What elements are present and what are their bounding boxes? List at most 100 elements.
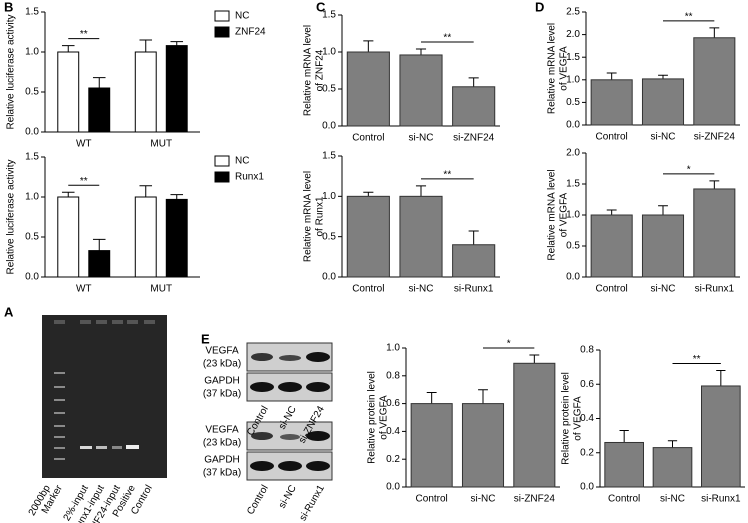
x-tick-label: Control [608, 494, 640, 505]
significance-label: ** [80, 176, 88, 187]
error-bar [658, 74, 668, 79]
y-tick-label: 0.5 [322, 84, 336, 95]
significance-label: ** [693, 354, 701, 365]
y-tick-label: 0.6 [580, 379, 594, 390]
y-axis-label: of Runx1 [315, 196, 326, 236]
x-tick-label: MUT [150, 284, 172, 295]
y-tick-label: 1.5 [25, 7, 39, 18]
y-tick-label: 0.0 [25, 272, 39, 283]
y-tick-label: 1.5 [322, 151, 336, 162]
y-tick-label: 0.8 [386, 370, 400, 381]
bar [165, 198, 188, 278]
legend-swatch [214, 155, 230, 167]
y-tick-label: 1.5 [25, 152, 39, 163]
x-tick-label: si-NC [409, 284, 434, 295]
y-tick-label: 0.0 [580, 482, 594, 493]
error-bar [709, 27, 720, 38]
error-bar [363, 191, 374, 197]
bar [57, 51, 80, 133]
y-tick-label: 0.0 [322, 121, 336, 132]
y-axis-label: of VEGFA [559, 192, 570, 237]
y-tick-label: 0.4 [386, 426, 400, 437]
bar [410, 403, 453, 488]
blot-lane-label: si-Runx1 [298, 483, 327, 523]
bar [590, 214, 633, 278]
bar [693, 37, 736, 126]
y-tick-label: 1.5 [322, 10, 336, 21]
legend-label: NC [235, 156, 249, 167]
y-tick-label: 1.0 [566, 210, 580, 221]
error-bar [415, 48, 427, 55]
bar [604, 441, 644, 488]
bar [590, 79, 633, 126]
error-bar [606, 209, 617, 215]
bar [461, 403, 505, 488]
y-axis-label: Relative mRNA level [303, 25, 314, 116]
y-axis-label: Relative protein level [561, 372, 572, 465]
y-tick-label: 0.5 [25, 232, 39, 243]
x-tick-label: Control [596, 284, 628, 295]
error-bar [170, 41, 184, 46]
legend-label: NC [235, 11, 249, 22]
y-tick-label: 0.6 [386, 398, 400, 409]
y-tick-label: 0.2 [386, 454, 400, 465]
y-tick-label: 0.2 [580, 447, 594, 458]
y-tick-label: 0.5 [322, 231, 336, 242]
bar [88, 250, 111, 278]
legend-swatch [214, 10, 230, 22]
y-axis-label: of ZNF24 [315, 49, 326, 91]
x-tick-label: si-Runx1 [454, 284, 494, 295]
error-bar [92, 238, 106, 251]
significance-label: * [687, 165, 691, 176]
y-tick-label: 1.0 [25, 47, 39, 58]
x-tick-label: WT [76, 284, 92, 295]
x-tick-label: si-Runx1 [701, 494, 741, 505]
bar [641, 78, 685, 126]
y-tick-label: 1.0 [566, 74, 580, 85]
blot-band-name: GAPDH [204, 376, 240, 387]
bar [452, 86, 496, 127]
error-bar [619, 429, 629, 443]
significance-label: ** [685, 11, 693, 22]
legend-swatch [214, 26, 230, 38]
significance-label: ** [443, 169, 451, 180]
x-tick-label: si-NC [471, 494, 496, 505]
x-tick-label: si-ZNF24 [694, 132, 736, 143]
error-bar [606, 72, 617, 80]
bar [693, 188, 736, 278]
y-tick-label: 0.0 [386, 482, 400, 493]
bar [134, 196, 157, 278]
bar [452, 244, 496, 278]
gel-wells [54, 320, 155, 324]
error-bar [363, 40, 374, 52]
y-tick-label: 1.0 [25, 192, 39, 203]
x-tick-label: si-ZNF24 [453, 133, 495, 144]
error-bar [170, 194, 184, 200]
bar [346, 195, 390, 278]
x-tick-label: si-NC [660, 494, 685, 505]
x-tick-label: Control [416, 494, 448, 505]
error-bar [667, 440, 678, 448]
x-tick-label: si-NC [651, 132, 676, 143]
y-axis-label: Relative mRNA level [547, 169, 558, 260]
bar [513, 362, 556, 488]
y-tick-label: 1.0 [322, 191, 336, 202]
error-bar [139, 39, 153, 52]
x-tick-label: si-ZNF24 [514, 494, 556, 505]
significance-label: * [507, 339, 511, 350]
blot-band-size: (37 kDa) [203, 468, 241, 479]
bar [57, 196, 80, 278]
error-bar [61, 191, 75, 197]
y-axis-label: of VEGFA [379, 395, 390, 440]
gel-image [42, 315, 167, 478]
panel-label: E [201, 331, 210, 346]
bar [165, 45, 188, 133]
bar [346, 51, 390, 127]
x-tick-label: MUT [150, 139, 172, 150]
y-tick-label: 1.5 [566, 52, 580, 63]
y-tick-label: 0.5 [566, 241, 580, 252]
bar [701, 385, 741, 488]
blot-band-size: (23 kDa) [203, 438, 241, 449]
